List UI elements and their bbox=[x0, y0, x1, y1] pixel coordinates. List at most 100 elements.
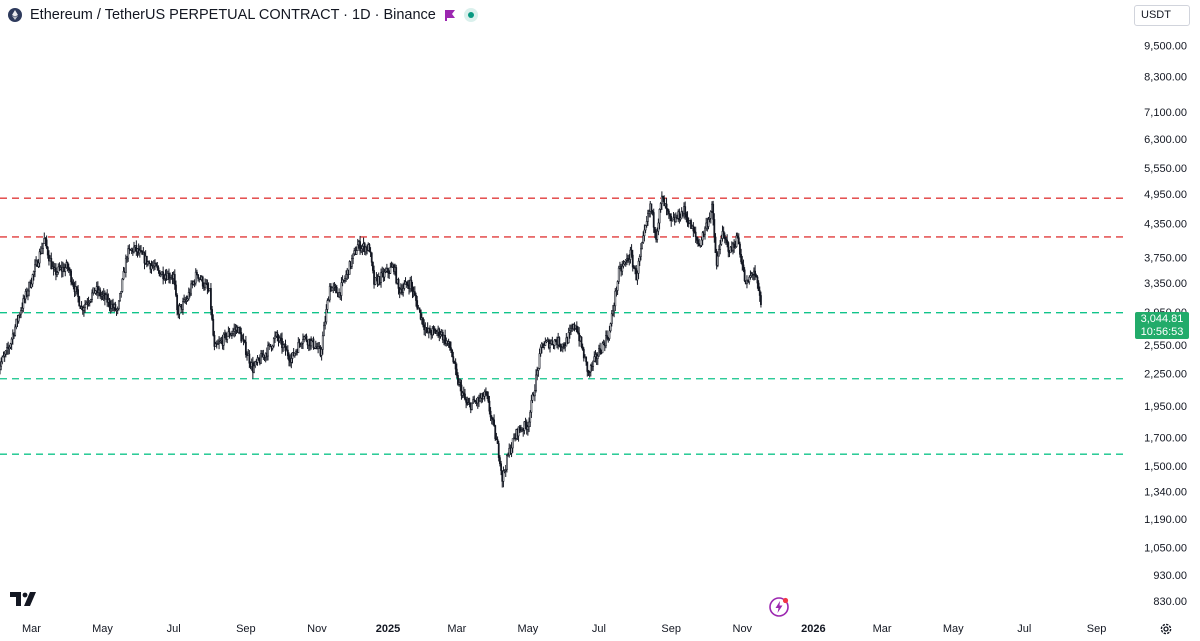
purple-flag-icon[interactable] bbox=[444, 9, 456, 21]
candle bbox=[614, 288, 617, 312]
candle bbox=[201, 275, 204, 289]
y-tick-label: 5,550.00 bbox=[1144, 163, 1187, 175]
candle bbox=[656, 227, 659, 243]
candle bbox=[504, 464, 507, 478]
last-price-value: 3,044.81 bbox=[1140, 313, 1184, 325]
candle bbox=[334, 283, 337, 294]
y-tick-label: 4,350.00 bbox=[1144, 218, 1187, 230]
candle bbox=[288, 352, 290, 367]
candle bbox=[324, 315, 327, 330]
candle bbox=[260, 349, 262, 364]
candle bbox=[72, 279, 75, 290]
candle bbox=[45, 235, 48, 250]
candle bbox=[651, 209, 654, 216]
candle bbox=[383, 268, 386, 282]
candle bbox=[305, 333, 308, 343]
candle bbox=[312, 336, 315, 350]
candle bbox=[582, 347, 585, 362]
candle bbox=[297, 337, 300, 354]
candle bbox=[18, 311, 21, 319]
gear-icon[interactable] bbox=[1159, 622, 1173, 641]
candle bbox=[609, 322, 612, 333]
candle bbox=[116, 306, 119, 315]
candle bbox=[709, 210, 712, 224]
last-price-label: 3,044.81 10:56:53 bbox=[1135, 312, 1189, 339]
candle bbox=[327, 296, 330, 302]
candle bbox=[1, 355, 4, 365]
candle bbox=[31, 273, 34, 287]
candle bbox=[325, 304, 328, 325]
candle bbox=[537, 367, 540, 377]
candle bbox=[37, 259, 40, 269]
candle bbox=[568, 324, 571, 339]
candle bbox=[641, 241, 643, 250]
candle bbox=[748, 275, 751, 285]
candle bbox=[645, 215, 648, 228]
candle bbox=[69, 267, 71, 276]
ethereum-logo-icon[interactable] bbox=[8, 8, 22, 22]
candle bbox=[608, 325, 611, 341]
candle bbox=[617, 265, 620, 284]
candle bbox=[117, 300, 120, 311]
candle bbox=[30, 277, 33, 289]
y-tick-label: 3,750.00 bbox=[1144, 252, 1187, 264]
candle bbox=[148, 260, 151, 264]
candle bbox=[145, 255, 148, 268]
candle bbox=[740, 248, 743, 264]
candle bbox=[564, 342, 567, 352]
candle bbox=[439, 330, 442, 339]
candle bbox=[644, 224, 647, 234]
candle bbox=[451, 348, 454, 358]
candle bbox=[345, 270, 347, 282]
candle bbox=[89, 298, 92, 304]
candle bbox=[269, 343, 272, 347]
tradingview-logo-icon[interactable] bbox=[10, 590, 38, 613]
candle bbox=[67, 263, 70, 274]
candle bbox=[253, 361, 255, 374]
candle bbox=[459, 378, 462, 392]
lightning-icon[interactable] bbox=[768, 596, 790, 623]
candle bbox=[303, 335, 306, 343]
candle bbox=[719, 239, 722, 255]
candle bbox=[323, 321, 325, 337]
candle bbox=[663, 195, 666, 207]
candle bbox=[141, 250, 144, 256]
candle bbox=[444, 329, 447, 347]
y-tick-label: 1,700.00 bbox=[1144, 433, 1187, 445]
candle bbox=[465, 396, 468, 409]
candle bbox=[368, 243, 371, 253]
candle bbox=[660, 191, 663, 210]
candle bbox=[22, 294, 25, 313]
candle bbox=[756, 275, 759, 289]
candle bbox=[361, 243, 364, 256]
candle bbox=[390, 261, 393, 269]
candle bbox=[707, 216, 710, 230]
candle bbox=[196, 269, 198, 276]
candle bbox=[487, 391, 490, 403]
candle bbox=[340, 277, 343, 301]
candle bbox=[490, 415, 493, 425]
candle bbox=[461, 390, 464, 399]
candle bbox=[678, 208, 681, 224]
x-tick-label: Sep bbox=[1087, 623, 1107, 635]
candle bbox=[687, 217, 690, 228]
candle bbox=[21, 302, 24, 314]
candle bbox=[429, 325, 431, 334]
currency-selector[interactable]: USDT bbox=[1134, 5, 1190, 26]
candle bbox=[558, 336, 561, 348]
candle bbox=[43, 232, 46, 244]
symbol-title[interactable]: Ethereum / TetherUS PERPETUAL CONTRACT ·… bbox=[30, 7, 436, 23]
candle bbox=[671, 218, 674, 222]
candle bbox=[690, 218, 692, 229]
candle bbox=[652, 208, 655, 233]
candle bbox=[298, 338, 301, 348]
candle bbox=[387, 267, 389, 279]
candle bbox=[371, 261, 374, 274]
candle bbox=[523, 421, 526, 435]
candle bbox=[369, 247, 372, 257]
candle bbox=[669, 213, 671, 222]
candle bbox=[718, 245, 720, 257]
candle bbox=[433, 326, 436, 334]
candle bbox=[159, 272, 162, 278]
